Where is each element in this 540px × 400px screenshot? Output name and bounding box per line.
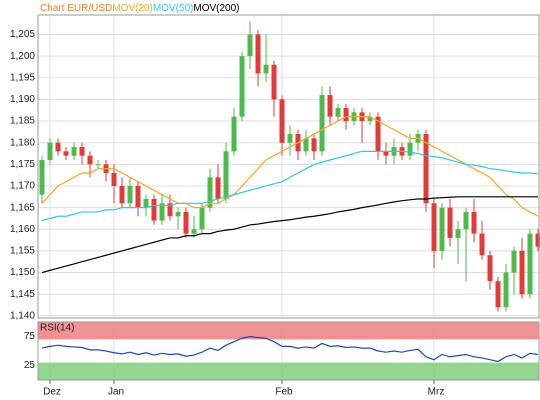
candle-body (431, 203, 437, 251)
candle-body (535, 233, 540, 247)
candle-body (55, 142, 61, 152)
candle-body (159, 203, 165, 221)
candle-body (511, 250, 517, 273)
candle-body (183, 211, 189, 234)
line-series (41, 150, 539, 222)
y-tick-label: 1,200 (10, 51, 35, 62)
plot-border (37, 321, 540, 381)
candle-body (215, 177, 221, 199)
y-tick-label: 1,150 (10, 267, 35, 278)
candle-body (343, 108, 349, 122)
candle-body (191, 229, 197, 234)
candle-body (175, 211, 181, 217)
y-tick-label: 1,195 (10, 72, 35, 83)
candle-body (71, 147, 77, 156)
candle-body (367, 116, 373, 122)
y-tick-label: 1,190 (10, 94, 35, 105)
candle-body (151, 198, 157, 221)
rsi-band (38, 362, 539, 380)
y-tick-label: 1,165 (10, 202, 35, 213)
y-tick-label: 25 (24, 360, 36, 371)
candle-body (231, 116, 237, 152)
candle-body (47, 142, 53, 161)
legend-entry: MOV(50) (153, 3, 194, 14)
y-tick-label: 1,185 (10, 116, 35, 127)
candle-body (519, 250, 525, 295)
x-tick-label: Dez (43, 387, 61, 398)
y-tick-label: 1,180 (10, 137, 35, 148)
legend: Chart EUR/USDMOV(20)MOV(50)MOV(200) (40, 3, 240, 14)
y-tick-label: 1,170 (10, 181, 35, 192)
y-tick-label: 1,155 (10, 246, 35, 257)
candle-body (327, 95, 333, 117)
legend-entry: Chart EUR/USD (40, 3, 112, 14)
candle-body (407, 142, 413, 156)
candle-body (271, 64, 277, 100)
panel-label: RSI(14) (40, 323, 74, 334)
candle-body (471, 211, 477, 234)
plot-border (37, 14, 540, 319)
candle-body (87, 155, 93, 165)
candle-body (135, 185, 141, 208)
rsi-band (38, 322, 539, 340)
candle-body (527, 233, 533, 295)
y-tick-label: 1,160 (10, 224, 35, 235)
y-tick-label: 75 (24, 331, 36, 342)
y-tick-label: 1,175 (10, 159, 35, 170)
line-series (41, 335, 539, 363)
candle-body (255, 34, 261, 74)
candle-body (311, 138, 317, 152)
candle-body (495, 281, 501, 308)
line-series (41, 116, 539, 217)
x-tick-label: Mrz (428, 387, 445, 398)
candle-body (167, 203, 173, 217)
legend-entry: MOV(20) (112, 3, 153, 14)
candle-body (239, 56, 245, 117)
candle-body (375, 116, 381, 152)
plot-area (37, 14, 540, 319)
candle-body (39, 160, 45, 195)
candle-body (79, 147, 85, 156)
candle-body (423, 134, 429, 204)
candle-body (95, 164, 101, 166)
candle-body (503, 272, 509, 308)
candle-body (455, 229, 461, 238)
candle-body (63, 151, 69, 156)
candle-body (143, 198, 149, 208)
candle-body (119, 185, 125, 204)
candle-body (223, 151, 229, 199)
candle-body (479, 233, 485, 256)
x-tick-label: Feb (275, 387, 293, 398)
candle-body (127, 185, 133, 204)
line-series (41, 196, 538, 274)
candle-body (111, 172, 117, 186)
candle-body (487, 255, 493, 282)
candle-body (319, 95, 325, 152)
y-tick-label: 1,140 (10, 310, 35, 321)
y-tick-label: 1,205 (10, 29, 35, 40)
candle-body (383, 151, 389, 156)
candle-body (279, 99, 285, 143)
candle-body (287, 134, 293, 143)
candle-body (199, 207, 205, 230)
candle-body (303, 138, 309, 152)
candle-body (247, 34, 253, 57)
candle-body (263, 64, 269, 74)
candle-body (463, 211, 469, 230)
candle-body (439, 207, 445, 251)
candle-body (335, 108, 341, 117)
legend-entry: MOV(200) (193, 3, 239, 14)
y-tick-label: 1,145 (10, 289, 35, 300)
candle-body (447, 207, 453, 238)
candle-body (207, 177, 213, 208)
x-tick-label: Jan (108, 387, 124, 398)
